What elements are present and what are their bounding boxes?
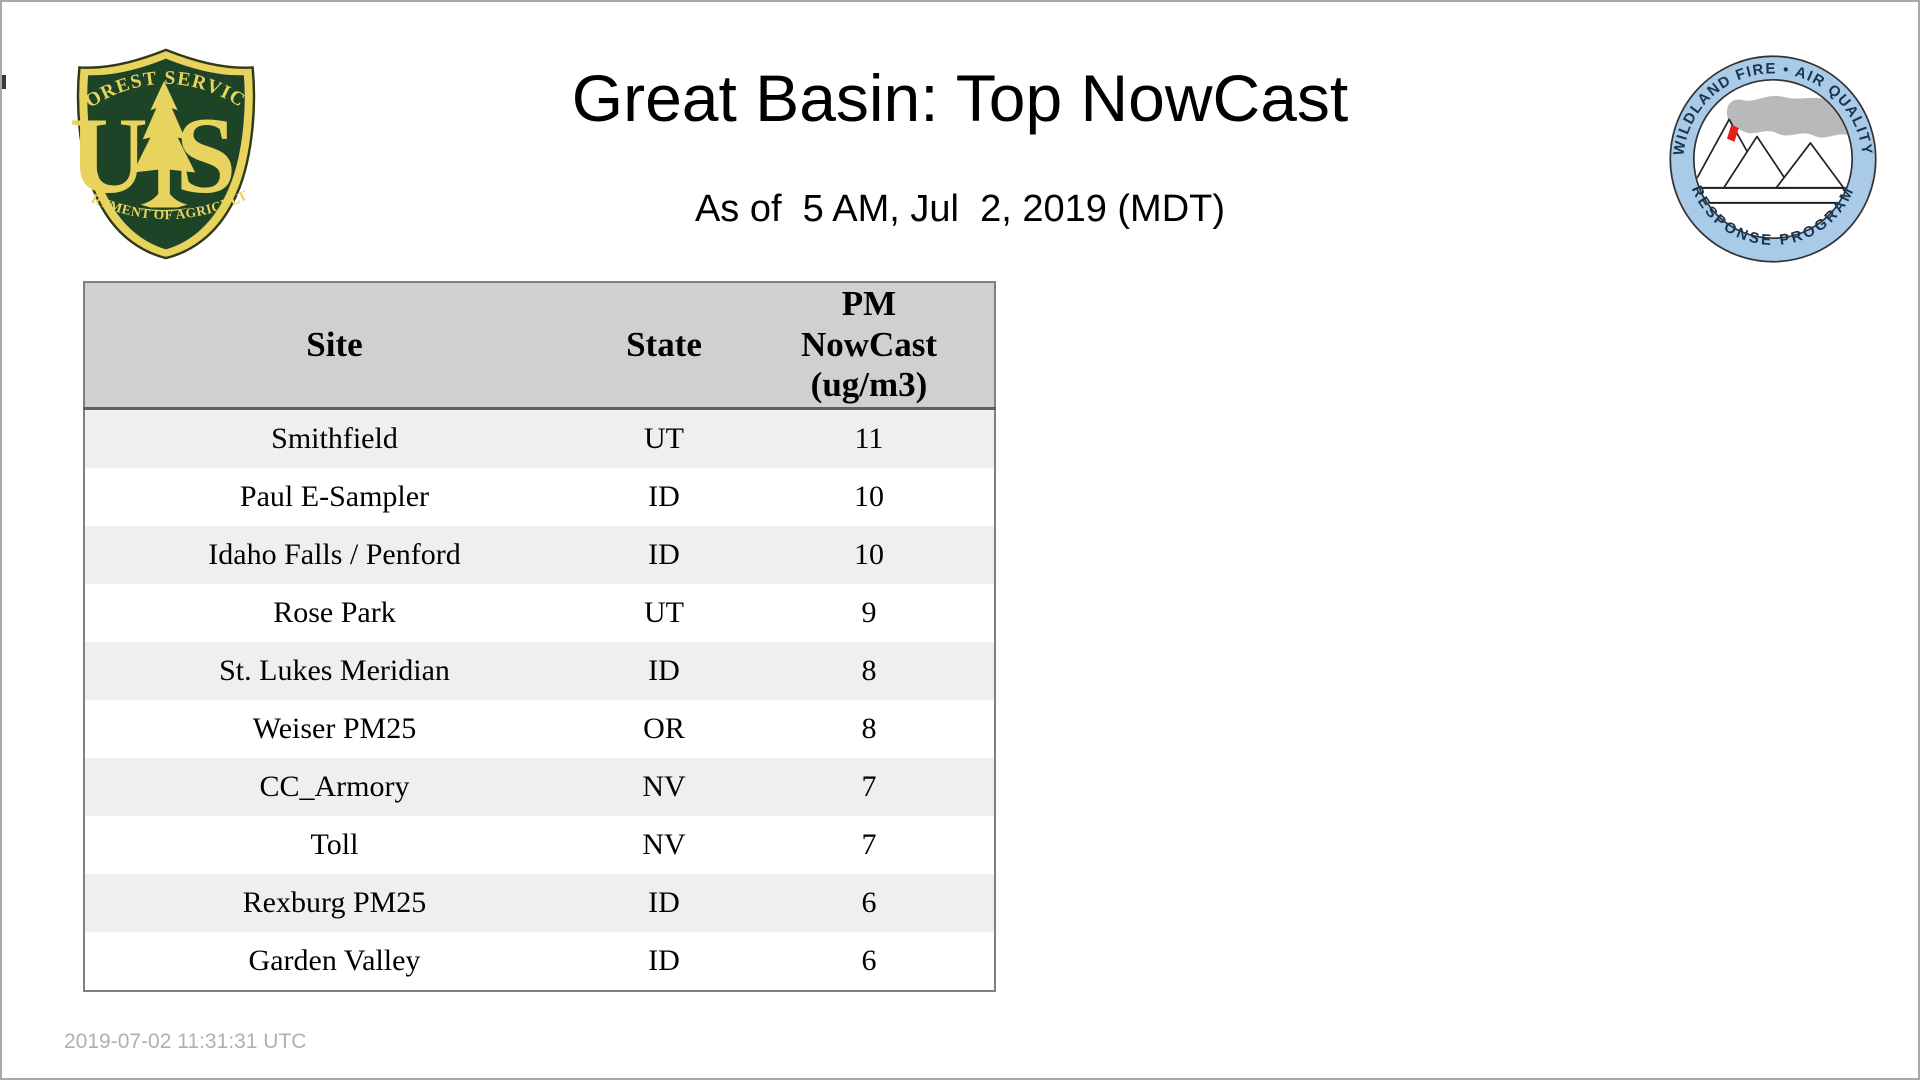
table-row: Toll NV 7 [84, 816, 995, 874]
table-row: Smithfield UT 11 [84, 408, 995, 468]
site-cell: Rose Park [273, 596, 396, 629]
state-cell: ID [648, 480, 680, 513]
table-row: Rexburg PM25 ID 6 [84, 874, 995, 932]
column-header-state: State [584, 282, 744, 410]
site-cell: Toll [310, 828, 359, 861]
table-row: CC_Armory NV 7 [84, 758, 995, 816]
value-cell: 8 [861, 712, 877, 745]
state-cell: ID [648, 654, 680, 687]
value-cell: 6 [861, 886, 877, 919]
smoke-plume-icon [1726, 95, 1851, 138]
pm-header-line2: NowCast [800, 324, 938, 364]
value-cell: 7 [861, 828, 877, 861]
state-cell: NV [642, 770, 686, 803]
table-row: Garden Valley ID 6 [84, 932, 995, 991]
site-cell: Garden Valley [248, 944, 421, 977]
site-cell: Smithfield [271, 422, 398, 455]
site-cell: CC_Armory [259, 770, 410, 803]
column-header-pm-nowcast: PM NowCast (ug/m3) [744, 282, 995, 410]
state-cell: UT [644, 422, 684, 455]
value-cell: 9 [861, 596, 877, 629]
pine-tree-icon [132, 81, 196, 208]
state-cell: NV [642, 828, 686, 861]
page-subtitle: As of 5 AM, Jul 2, 2019 (MDT) [694, 188, 1226, 230]
flame-icon [1726, 124, 1739, 142]
state-cell: ID [648, 538, 680, 571]
fs-letter-u: U [69, 95, 148, 216]
site-cell: Weiser PM25 [252, 712, 417, 745]
state-cell: OR [643, 712, 685, 745]
pm-header-line1: PM [841, 284, 897, 324]
value-cell: 7 [861, 770, 877, 803]
table-row: Paul E-Sampler ID 10 [84, 468, 995, 526]
value-cell: 11 [854, 422, 884, 455]
site-cell: Paul E-Sampler [239, 480, 430, 513]
table-row: Weiser PM25 OR 8 [84, 700, 995, 758]
forest-service-logo: FOREST SERVICE U S DEPARTMENT OF AGRICUL… [62, 46, 256, 260]
table-row: Idaho Falls / Penford ID 10 [84, 526, 995, 584]
pm-header-line3: (ug/m3) [810, 365, 928, 405]
table-row: St. Lukes Meridian ID 8 [84, 642, 995, 700]
nowcast-table: Site State PM NowCast (ug/m3) Smithfield… [83, 281, 996, 992]
value-cell: 10 [854, 480, 884, 513]
site-cell: Rexburg PM25 [242, 886, 427, 919]
value-cell: 8 [861, 654, 877, 687]
site-cell: St. Lukes Meridian [219, 654, 450, 687]
table-header-row: Site State PM NowCast (ug/m3) [84, 282, 995, 410]
site-cell: Idaho Falls / Penford [208, 538, 461, 571]
edge-mark [2, 75, 6, 89]
tree-mound-icon [136, 207, 192, 212]
page-title: Great Basin: Top NowCast [571, 61, 1349, 135]
column-header-site: Site [84, 282, 584, 410]
state-cell: ID [648, 886, 680, 919]
value-cell: 10 [854, 538, 884, 571]
wfaqrp-logo: WILDLAND FIRE • AIR QUALITY RESPONSE PRO… [1669, 55, 1877, 263]
generated-timestamp: 2019-07-02 11:31:31 UTC [64, 1030, 307, 1053]
table-row: Rose Park UT 9 [84, 584, 995, 642]
value-cell: 6 [861, 944, 877, 977]
state-cell: ID [648, 944, 680, 977]
state-cell: UT [644, 596, 684, 629]
